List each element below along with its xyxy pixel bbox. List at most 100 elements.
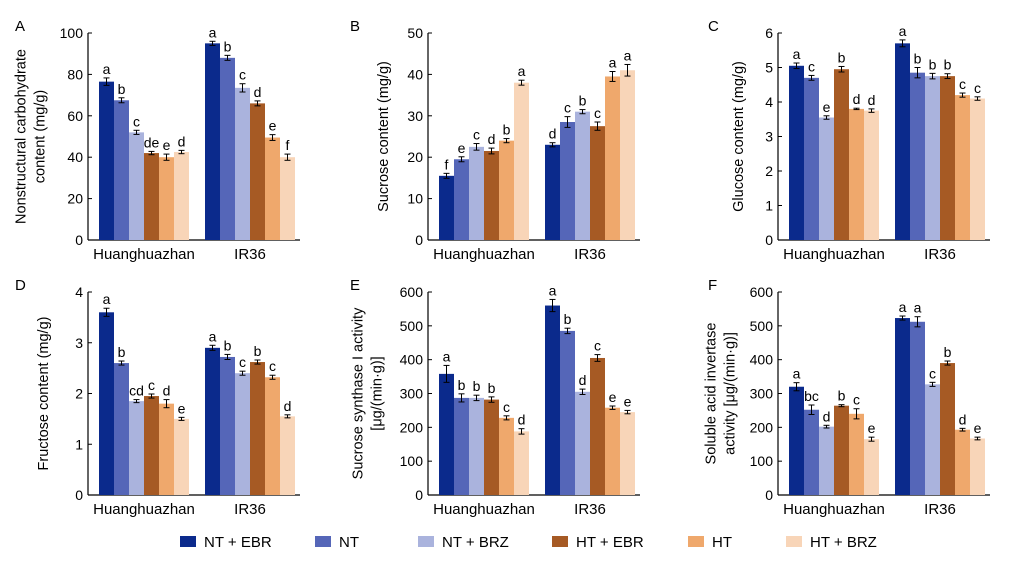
y-tick-label: 4 <box>75 284 83 300</box>
bar <box>560 330 575 495</box>
panel-label: F <box>708 277 717 294</box>
significance-letter: c <box>974 80 981 96</box>
y-tick-label: 100 <box>60 25 84 41</box>
bar <box>280 157 295 240</box>
y-tick-label: 0 <box>415 487 423 503</box>
y-tick-label: 200 <box>400 419 424 435</box>
bar <box>265 137 280 240</box>
y-axis-label: [μg/(min·g)] <box>370 356 386 430</box>
significance-letter: de <box>144 134 160 150</box>
significance-letter: e <box>269 118 277 134</box>
y-tick-label: 2 <box>765 163 773 179</box>
significance-letter: c <box>853 392 860 408</box>
significance-letter: a <box>549 282 557 298</box>
bar <box>484 399 499 495</box>
bar <box>454 397 469 495</box>
bar <box>819 426 834 495</box>
significance-letter: c <box>594 105 601 121</box>
bar <box>205 347 220 495</box>
x-tick-label: Huanghuazhan <box>433 501 535 518</box>
legend-label: NT + EBR <box>204 534 272 551</box>
y-tick-label: 500 <box>400 318 424 334</box>
significance-letter: d <box>284 398 292 414</box>
significance-letter: a <box>899 23 907 39</box>
significance-letter: b <box>458 377 466 393</box>
y-tick-label: 6 <box>765 25 773 41</box>
y-tick-label: 0 <box>75 232 83 248</box>
significance-letter: c <box>239 354 246 370</box>
significance-letter: b <box>579 93 587 109</box>
bar <box>250 103 265 240</box>
bar <box>114 363 129 495</box>
bar <box>789 65 804 241</box>
y-tick-label: 300 <box>750 386 774 402</box>
significance-letter: a <box>103 291 111 307</box>
significance-letter: d <box>868 92 876 108</box>
bar <box>910 72 925 240</box>
significance-letter: c <box>473 127 480 143</box>
bar <box>129 132 144 240</box>
bar <box>454 159 469 240</box>
panel-label: D <box>15 277 26 294</box>
significance-letter: c <box>148 377 155 393</box>
bar <box>250 362 265 495</box>
bar <box>144 153 159 240</box>
bar <box>469 146 484 240</box>
bar <box>789 386 804 495</box>
y-tick-label: 200 <box>750 419 774 435</box>
significance-letter: a <box>609 55 617 71</box>
legend-swatch <box>418 536 434 547</box>
significance-letter: b <box>224 38 232 54</box>
bar <box>819 117 834 240</box>
bar <box>545 144 560 240</box>
bar <box>144 396 159 495</box>
bar <box>499 417 514 495</box>
bar <box>265 377 280 495</box>
legend-label: NT <box>339 534 359 551</box>
y-tick-label: 400 <box>400 352 424 368</box>
y-tick-label: 600 <box>750 284 774 300</box>
significance-letter: cd <box>129 383 144 399</box>
significance-letter: c <box>269 358 276 374</box>
significance-letter: b <box>224 337 232 353</box>
bar <box>280 416 295 495</box>
legend-swatch <box>786 536 802 547</box>
bar <box>970 438 985 495</box>
y-tick-label: 300 <box>400 386 424 402</box>
significance-letter: a <box>518 63 526 79</box>
bar <box>439 373 454 495</box>
x-tick-label: Huanghuazhan <box>93 246 195 263</box>
significance-letter: a <box>793 46 801 62</box>
bar <box>220 57 235 241</box>
legend: NT + EBR NT NT + BRZ HT + EBR HT HT + BRZ <box>180 534 877 551</box>
bar <box>159 403 174 495</box>
significance-letter: e <box>868 420 876 436</box>
significance-letter: e <box>609 389 617 405</box>
bar <box>864 439 879 495</box>
bar <box>439 175 454 240</box>
significance-letter: a <box>209 328 217 344</box>
y-tick-label: 0 <box>75 487 83 503</box>
x-tick-label: Huanghuazhan <box>433 246 535 263</box>
bar <box>514 82 529 241</box>
x-tick-label: Huanghuazhan <box>93 501 195 518</box>
y-tick-label: 100 <box>750 453 774 469</box>
bar <box>545 305 560 495</box>
bar <box>129 401 144 495</box>
bar <box>560 122 575 240</box>
bar <box>834 405 849 495</box>
legend-swatch <box>552 536 568 547</box>
bar <box>620 412 635 495</box>
significance-letter: e <box>458 140 466 156</box>
significance-letter: f <box>286 137 290 153</box>
significance-letter: a <box>103 61 111 77</box>
significance-letter: c <box>133 113 140 129</box>
legend-swatch <box>180 536 196 547</box>
bar <box>940 363 955 495</box>
bar <box>605 407 620 495</box>
chart-panel-f: F 0 100 200 300 400 500 600 Soluble acid inverta… <box>704 277 990 518</box>
bar <box>925 76 940 240</box>
panel-label: A <box>15 18 25 35</box>
bar <box>955 95 970 240</box>
significance-letter: e <box>974 420 982 436</box>
